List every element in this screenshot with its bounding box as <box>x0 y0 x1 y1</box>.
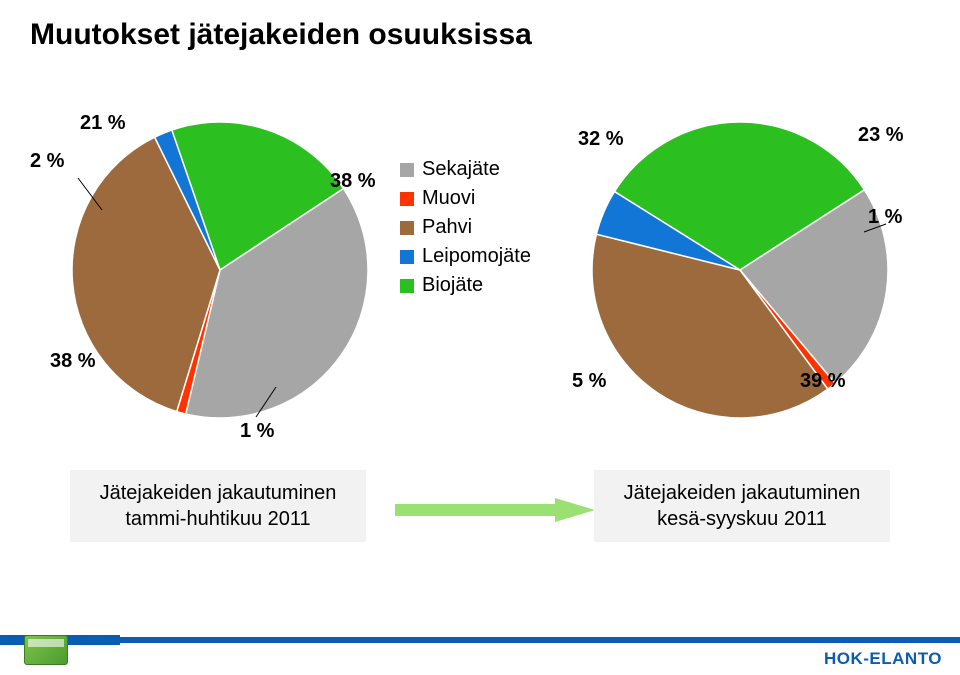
arrow-icon <box>395 498 595 522</box>
legend-swatch <box>400 192 414 206</box>
slice-label-muovi: 1 % <box>240 420 274 443</box>
legend-item-pahvi: Pahvi <box>400 216 570 239</box>
caption-left: Jätejakeiden jakautuminentammi-huhtikuu … <box>70 470 366 542</box>
legend: Sekajäte Muovi Pahvi Leipomojäte Biojäte <box>400 152 570 303</box>
legend-label: Sekajäte <box>422 158 500 181</box>
pie-chart-left: 21 %38 %1 %38 %2 % <box>70 120 370 420</box>
legend-swatch <box>400 163 414 177</box>
legend-label: Biojäte <box>422 274 483 297</box>
pie-chart-right: 32 %23 %1 %39 %5 % <box>590 120 890 420</box>
slice-label-leipomojate: 5 % <box>572 370 606 393</box>
legend-label: Pahvi <box>422 216 472 239</box>
slice-label-biojate: 21 % <box>80 112 126 135</box>
legend-label: Leipomojäte <box>422 245 531 268</box>
legend-item-leipomojate: Leipomojäte <box>400 245 570 268</box>
slice-label-sekajate: 38 % <box>330 170 376 193</box>
legend-item-muovi: Muovi <box>400 187 570 210</box>
slice-label-muovi: 1 % <box>868 206 902 229</box>
legend-swatch <box>400 221 414 235</box>
slice-label-leipomojate: 2 % <box>30 150 64 173</box>
legend-label: Muovi <box>422 187 475 210</box>
slice-label-sekajate: 23 % <box>858 124 904 147</box>
legend-swatch <box>400 250 414 264</box>
legend-item-sekajate: Sekajäte <box>400 158 570 181</box>
slice-label-pahvi: 38 % <box>50 350 96 373</box>
slice-label-biojate: 32 % <box>578 128 624 151</box>
legend-item-biojate: Biojäte <box>400 274 570 297</box>
footer-divider <box>0 637 960 643</box>
footer-card-icon <box>24 635 68 665</box>
captions-row: Jätejakeiden jakautuminentammi-huhtikuu … <box>0 470 960 570</box>
page-title: Muutokset jätejakeiden osuuksissa <box>30 18 532 52</box>
slice-label-pahvi: 39 % <box>800 370 846 393</box>
footer-brand: HOK-ELANTO <box>824 649 942 669</box>
caption-right: Jätejakeiden jakautuminenkesä-syyskuu 20… <box>594 470 890 542</box>
legend-swatch <box>400 279 414 293</box>
